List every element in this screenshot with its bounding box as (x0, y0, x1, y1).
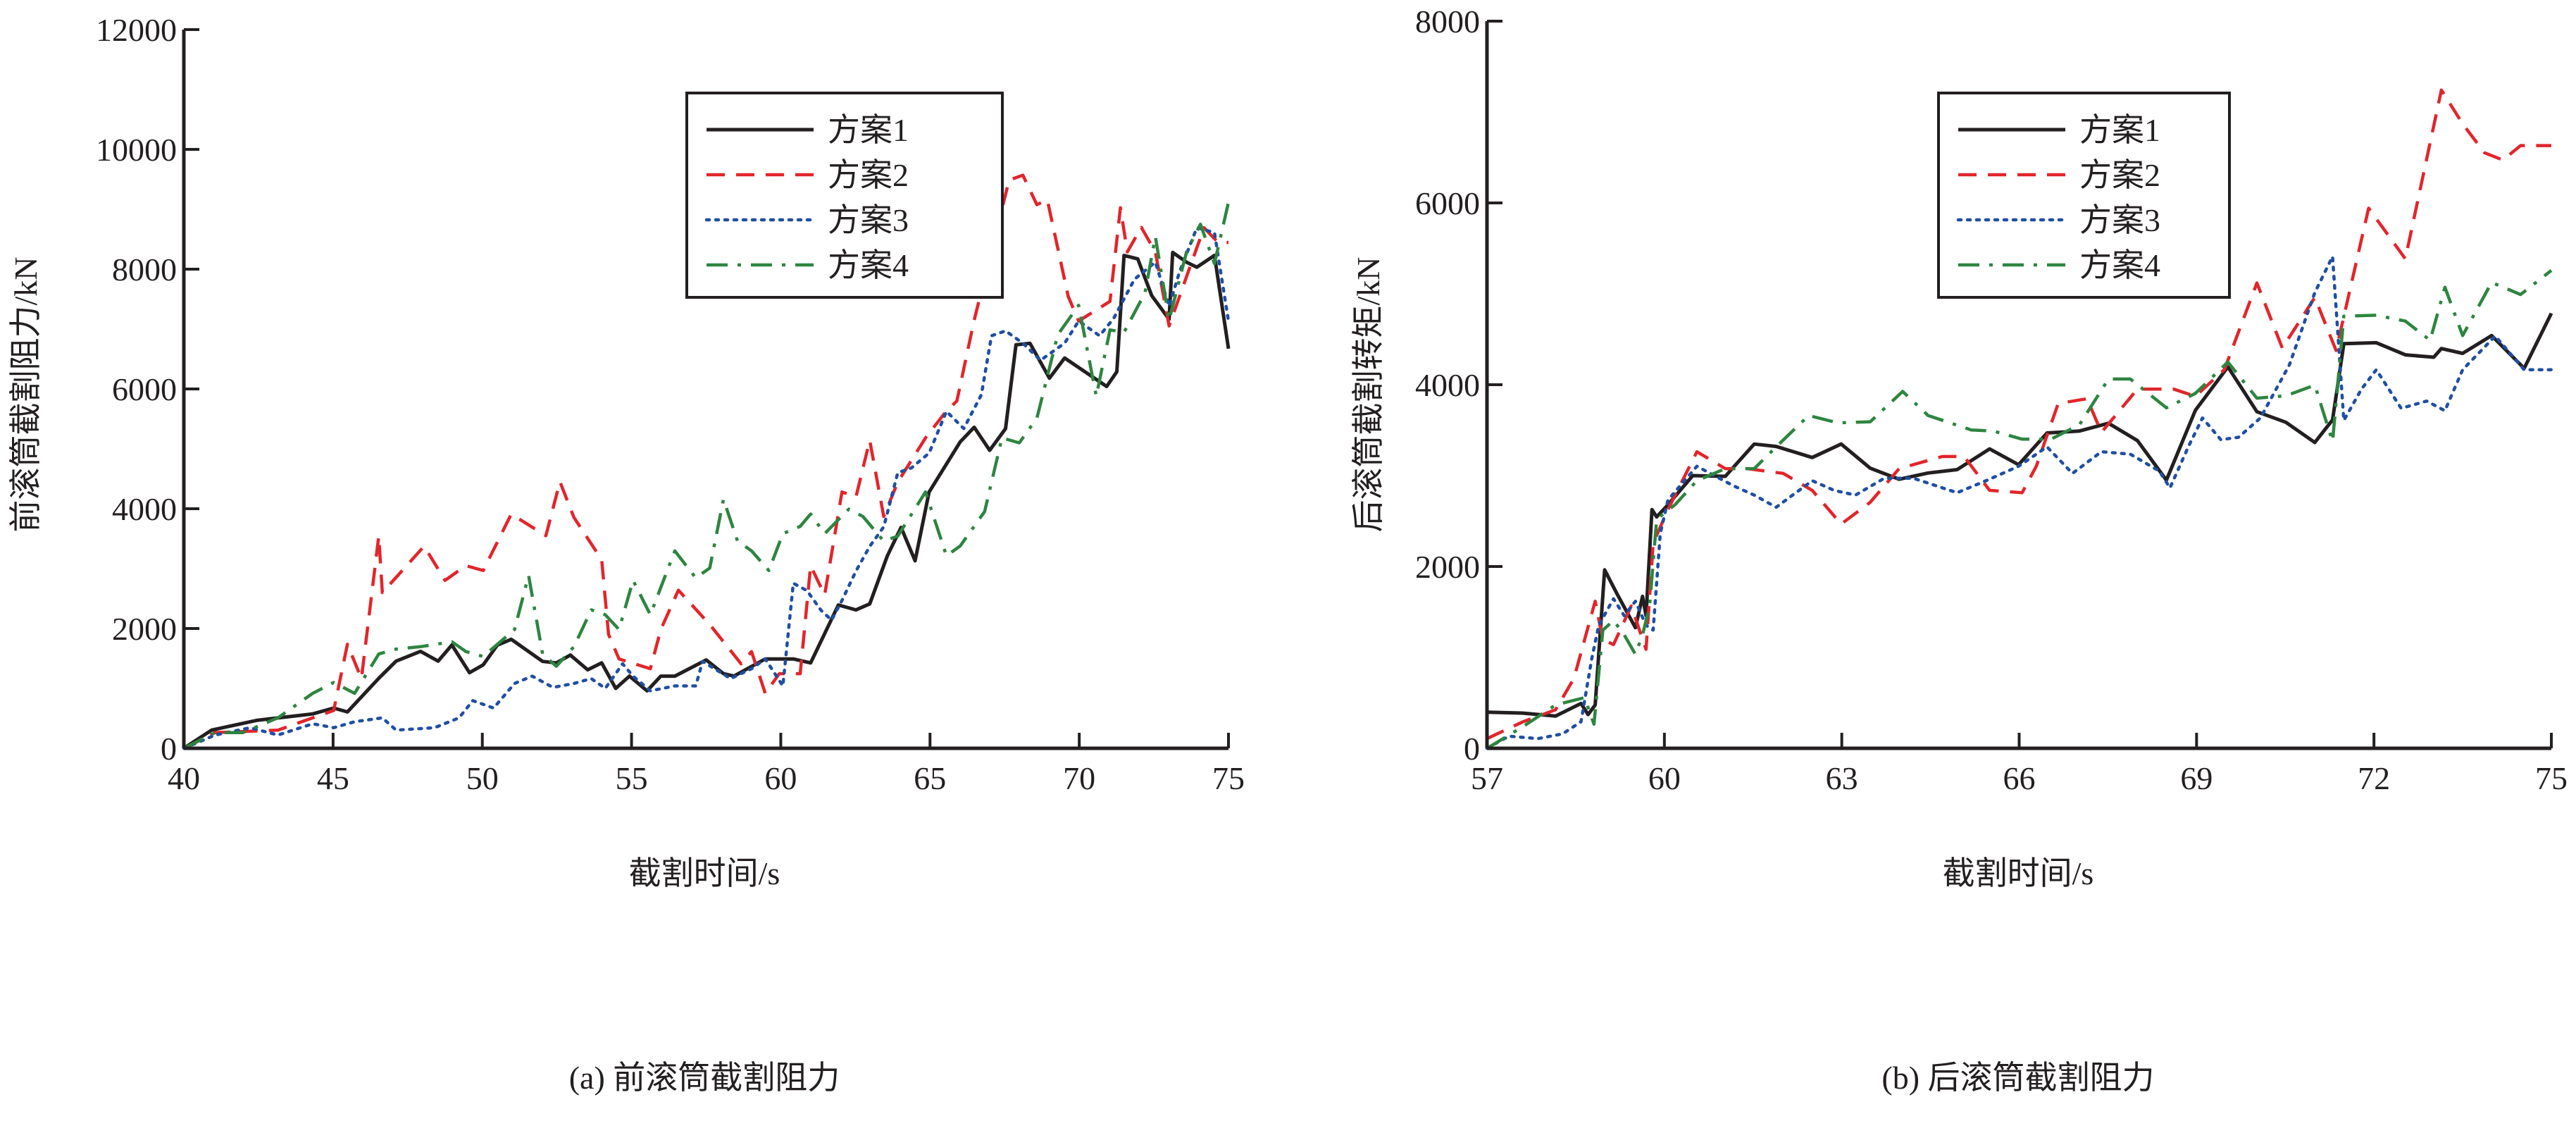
y-tick-label: 0 (1464, 731, 1480, 767)
x-tick-label: 60 (1648, 760, 1681, 796)
x-tick-label: 72 (2358, 760, 2390, 796)
x-tick-label: 55 (616, 760, 648, 796)
y-tick-label: 4000 (112, 491, 177, 527)
chart-caption: (a) 前滚筒截割阻力 (569, 1060, 840, 1096)
x-tick-label: 75 (1212, 760, 1245, 796)
legend-label-3: 方案3 (828, 202, 909, 238)
y-tick-label: 2000 (1415, 549, 1480, 585)
legend-box (685, 92, 1004, 299)
y-tick-label: 4000 (1415, 367, 1480, 403)
legend-label-1: 方案1 (2079, 112, 2160, 148)
legend-label-1: 方案1 (828, 112, 909, 148)
y-axis-title: 后滚筒截割转矩/kN (1350, 257, 1386, 533)
plot-area: 40 45 50 55 60 65 70 75 0 2000 4000 6000 8000 10000 12… (96, 12, 1245, 796)
chart-b-rear-drum-resistance: 57 60 63 66 69 72 75 0 2000 4000 6000 8000 方案1 方案2 方案3… (1350, 4, 2568, 1096)
legend-label-2: 方案2 (828, 157, 909, 193)
series-line-4 (182, 202, 1231, 750)
x-tick-label: 75 (2535, 760, 2568, 796)
y-tick-label: 0 (161, 731, 177, 767)
legend-label-3: 方案3 (2079, 202, 2160, 238)
x-tick-label: 66 (2003, 760, 2036, 796)
x-tick-label: 45 (317, 760, 349, 796)
plot-area: 57 60 63 66 69 72 75 0 2000 4000 6000 8000 方案1 方案2 方案3… (1415, 4, 2568, 796)
y-tick-label: 2000 (112, 611, 177, 647)
x-tick-label: 65 (914, 760, 946, 796)
y-axis-title: 前滚筒截割阻力/kN (8, 257, 44, 533)
x-tick-label: 63 (1826, 760, 1858, 796)
legend-label-4: 方案4 (2079, 247, 2160, 283)
legend-box (1937, 92, 2231, 299)
series-line-1 (1486, 312, 2553, 718)
legend-label-4: 方案4 (828, 247, 909, 283)
x-tick-label: 69 (2180, 760, 2213, 796)
x-tick-label: 50 (466, 760, 499, 796)
series-line-3 (1485, 254, 2553, 750)
chart-a-front-drum-resistance: 40 45 50 55 60 65 70 75 0 2000 4000 6000 8000 10000 12… (8, 12, 1245, 1096)
series-line-4 (1486, 269, 2553, 750)
x-tick-label: 57 (1471, 760, 1503, 796)
x-tick-label: 70 (1063, 760, 1095, 796)
series-line-3 (182, 225, 1231, 750)
y-tick-label: 12000 (96, 12, 177, 48)
x-axis-title: 截割时间/s (629, 855, 780, 891)
legend: 方案1 方案2 方案3 方案4 (685, 92, 1004, 299)
series-line-2 (182, 173, 1228, 750)
y-tick-label: 10000 (96, 132, 177, 168)
y-tick-label: 8000 (112, 252, 177, 287)
x-axis-title: 截割时间/s (1943, 855, 2094, 891)
legend-label-2: 方案2 (2079, 157, 2160, 193)
x-tick-label: 60 (764, 760, 797, 796)
legend: 方案1 方案2 方案3 方案4 (1937, 92, 2231, 299)
y-tick-label: 6000 (112, 371, 177, 407)
y-tick-label: 6000 (1415, 185, 1480, 221)
chart-caption: (b) 后滚筒截割阻力 (1881, 1060, 2154, 1096)
y-tick-label: 8000 (1415, 4, 1480, 39)
x-tick-label: 40 (168, 760, 200, 796)
series-line-2 (1486, 88, 2551, 741)
